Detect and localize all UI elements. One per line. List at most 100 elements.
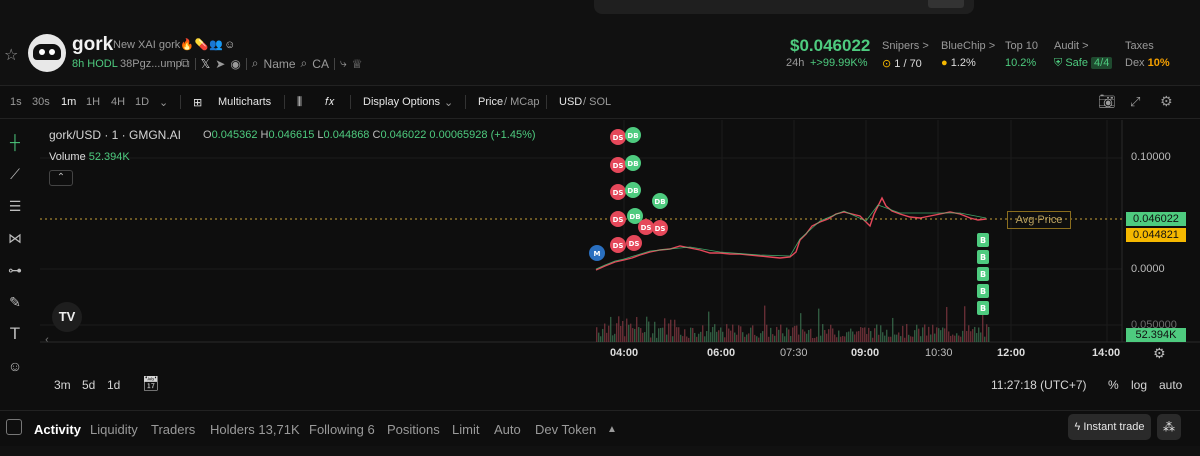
plus-square-icon[interactable]: ⊞ <box>193 97 203 109</box>
price-toggle[interactable]: Price <box>478 96 504 108</box>
global-search-bar[interactable] <box>594 0 974 14</box>
tab-traders[interactable]: Traders <box>151 422 196 437</box>
pill-icon: 💊 <box>194 39 210 51</box>
camera-icon[interactable]: 📷︎ <box>1098 93 1116 109</box>
telegram-icon[interactable]: ➤ <box>215 56 226 71</box>
volume-bar <box>626 318 628 342</box>
chevron-down-icon[interactable]: ⌄ <box>159 97 169 109</box>
tab-liquidity[interactable]: Liquidity <box>90 422 138 437</box>
website-icon[interactable]: ◉ <box>230 56 241 71</box>
tab-holders[interactable]: Holders 13,71K <box>210 422 300 437</box>
auto-scale-toggle[interactable]: auto <box>1159 378 1183 392</box>
sidebar-toggle-icon[interactable] <box>6 419 22 435</box>
chart-clock[interactable]: 11:27:18 (UTC+7) <box>991 378 1087 392</box>
tab-limit[interactable]: Limit <box>452 422 480 437</box>
calendar-icon[interactable]: 📅︎ <box>142 375 160 391</box>
flame-icon: 🔥 <box>180 39 195 51</box>
fib-icon[interactable]: ☰ <box>8 198 22 214</box>
tab-auto[interactable]: Auto <box>494 422 521 437</box>
volume-bar <box>648 321 650 342</box>
marker-label: DB <box>627 187 638 195</box>
multicharts-button[interactable]: Multicharts <box>218 96 272 108</box>
volume-bar <box>864 327 866 342</box>
interval-1m[interactable]: 1m <box>61 96 77 108</box>
volume-bar <box>664 318 666 342</box>
tab-following[interactable]: Following 6 <box>309 422 375 437</box>
stat-top10-value: 10.2% <box>1005 57 1037 69</box>
volume-bar <box>650 337 652 342</box>
settings-icon[interactable]: ⚙ <box>1153 345 1166 361</box>
tab-dev-token[interactable]: Dev Token <box>535 422 597 437</box>
star-icon[interactable]: ☆ <box>4 47 19 64</box>
range-3m[interactable]: 3m <box>54 378 71 392</box>
copy-icon[interactable]: ⧉ <box>181 56 190 70</box>
interval-4h[interactable]: 4H <box>111 96 126 108</box>
usd-toggle[interactable]: USD <box>559 96 583 108</box>
settings-icon[interactable]: ⚙ <box>1160 93 1173 109</box>
stat-audit-label[interactable]: Audit > <box>1054 40 1089 52</box>
name-search-link[interactable]: Name <box>263 56 296 71</box>
brush-icon[interactable]: ✎ <box>9 294 21 310</box>
marker-shape <box>638 219 654 235</box>
stat-snipers-label[interactable]: Snipers > <box>882 40 929 52</box>
x-tick: 14:00 <box>1092 347 1121 359</box>
measure-icon[interactable]: ⊶ <box>8 262 22 278</box>
interval-30s[interactable]: 30s <box>32 96 50 108</box>
collapse-sidebar-icon[interactable]: ‹ <box>45 334 49 346</box>
volume-bar <box>706 331 708 342</box>
range-5d[interactable]: 5d <box>82 378 96 392</box>
instant-trade-button[interactable]: ϟ Instant trade <box>1068 414 1151 440</box>
token-address[interactable]: 38Pgz...ump <box>120 58 182 70</box>
pattern-icon[interactable]: ⋈ <box>8 230 22 246</box>
avatar-right-eye <box>49 49 55 55</box>
fullscreen-icon[interactable]: ⤢ <box>1130 94 1141 109</box>
search-icon[interactable]: ⌕ <box>251 56 259 70</box>
percent-scale-toggle[interactable]: % <box>1108 378 1119 392</box>
crown-icon[interactable]: ♕ <box>351 56 363 71</box>
mcap-toggle[interactable]: / MCap <box>504 96 540 108</box>
share-icon[interactable]: ⤷ <box>339 56 347 70</box>
volume-bar <box>702 325 704 342</box>
trendline-icon[interactable]: ⟋ <box>10 166 20 182</box>
collapse-legend-button[interactable]: ⌃ <box>49 170 73 186</box>
emoji-icon[interactable]: ☺ <box>7 358 23 374</box>
crosshair-icon[interactable]: ┼ <box>10 134 20 150</box>
caret-up-icon[interactable]: ▲ <box>607 424 617 435</box>
marker-shape <box>610 157 626 173</box>
range-1d[interactable]: 1d <box>107 378 121 392</box>
volume-bar <box>618 316 620 342</box>
volume-bar <box>780 324 782 342</box>
stat-bluechip-label[interactable]: BlueChip > <box>941 40 996 52</box>
interval-1h[interactable]: 1H <box>86 96 101 108</box>
candles-icon[interactable]: ⫼ <box>297 96 303 108</box>
avatar-left-eye <box>39 49 45 55</box>
tab-activity[interactable]: Activity <box>34 422 81 437</box>
indicators-icon[interactable]: 𝑓𝑥 <box>325 96 335 108</box>
trade-marker-ds: DS <box>610 157 626 173</box>
trade-marker-ds: DS <box>638 219 654 235</box>
tab-positions[interactable]: Positions <box>387 422 440 437</box>
ca-search-link[interactable]: CA <box>312 56 329 71</box>
chevron-down-icon[interactable]: ⌄ <box>444 97 454 109</box>
marker-label: DB <box>654 198 665 206</box>
sol-toggle[interactable]: / SOL <box>583 96 612 108</box>
volume-bar <box>704 336 706 342</box>
volume-bar <box>816 336 818 342</box>
volume-bar <box>614 333 616 342</box>
trade-marker-b: B <box>977 267 989 281</box>
x-icon[interactable]: 𝕏 <box>200 56 211 71</box>
text-icon[interactable]: T <box>9 324 21 343</box>
trade-settings-icon[interactable]: ⁂ <box>1157 414 1181 440</box>
volume-bar <box>730 330 732 342</box>
log-scale-toggle[interactable]: log <box>1131 378 1148 392</box>
volume-legend: Volume 52.394K <box>49 151 130 163</box>
y-tick: 0.0000 <box>1131 263 1165 275</box>
interval-1d[interactable]: 1D <box>135 96 150 108</box>
search-icon[interactable]: ⌕ <box>300 56 308 70</box>
display-options-button[interactable]: Display Options <box>363 96 441 108</box>
volume-bar <box>716 331 718 342</box>
interval-1s[interactable]: 1s <box>10 96 22 108</box>
volume-bar <box>686 336 688 342</box>
tradingview-logo[interactable]: TV <box>52 302 82 332</box>
